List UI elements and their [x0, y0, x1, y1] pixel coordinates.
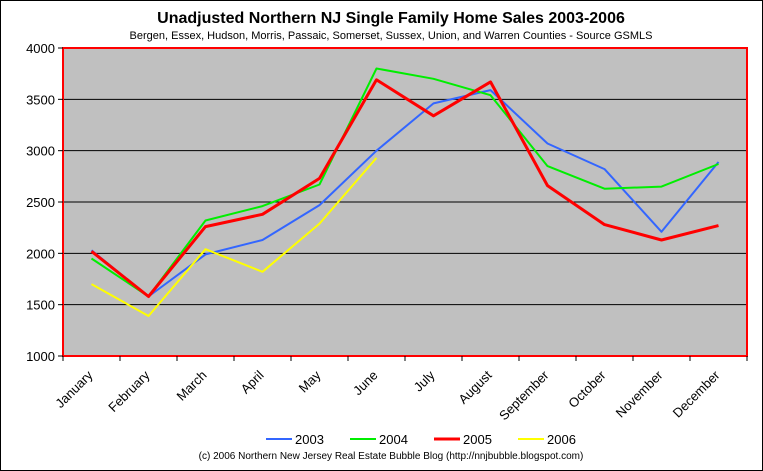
x-tick-label: August: [455, 367, 494, 406]
chart-credit: (c) 2006 Northern New Jersey Real Estate…: [199, 451, 584, 462]
series-line-2004: [90, 67, 719, 298]
x-tick-label: July: [411, 367, 438, 394]
x-tick-label: November: [613, 367, 666, 420]
x-tick-label: January: [52, 367, 96, 411]
x-tick-label: October: [565, 367, 609, 411]
series-line-2005: [90, 78, 719, 298]
y-tick-label: 3000: [26, 144, 55, 159]
legend-label-2006: 2006: [547, 432, 576, 447]
series-line-2006: [91, 157, 378, 317]
x-tick-label: June: [350, 368, 381, 399]
y-tick-label: 3500: [26, 92, 55, 107]
x-tick-label: May: [296, 367, 324, 395]
x-tick-label: February: [105, 367, 153, 415]
x-tick-label: December: [670, 367, 723, 420]
legend-label-2003: 2003: [295, 432, 324, 447]
y-tick-label: 2000: [26, 246, 55, 261]
legend-label-2005: 2005: [463, 432, 492, 447]
x-tick-label: March: [173, 368, 209, 404]
y-tick-label: 1500: [26, 298, 55, 313]
chart-subtitle: Bergen, Essex, Hudson, Morris, Passaic, …: [130, 30, 653, 42]
x-tick-label: September: [496, 367, 552, 423]
y-tick-label: 1000: [26, 349, 55, 364]
x-tick-label: April: [238, 367, 267, 396]
y-tick-label: 4000: [26, 41, 55, 56]
chart-title: Unadjusted Northern NJ Single Family Hom…: [157, 10, 625, 27]
y-tick-label: 2500: [26, 195, 55, 210]
legend-label-2004: 2004: [379, 432, 408, 447]
